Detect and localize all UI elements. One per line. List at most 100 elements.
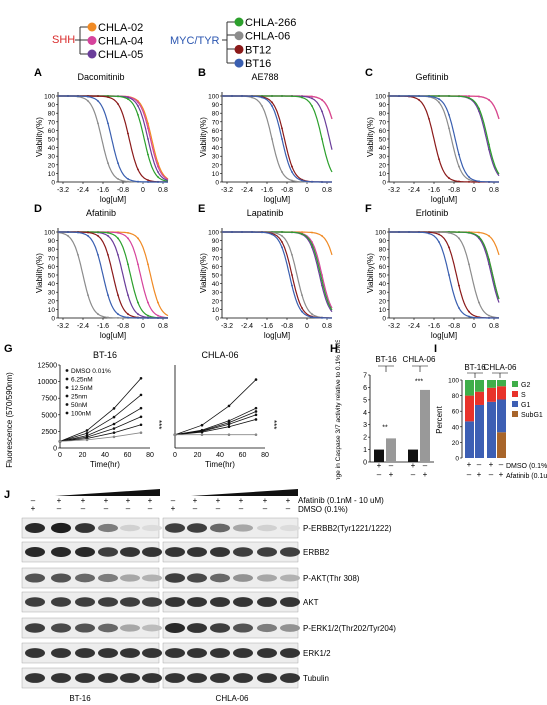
dose-point: [137, 180, 139, 183]
dose-point: [147, 263, 149, 266]
blot-band: [165, 623, 185, 633]
x-tick-label: 0.8: [489, 323, 499, 330]
y-tick-label: 7: [363, 373, 367, 380]
dmso-sign: –: [126, 504, 131, 513]
x-tick-label: 20: [79, 452, 87, 459]
dose-point: [231, 231, 233, 233]
blot-label: ERBB2: [303, 548, 330, 557]
dmso-sign: +: [411, 461, 416, 470]
y-tick-label: 50: [379, 273, 387, 280]
dose-point: [127, 132, 129, 135]
blot-band: [142, 624, 162, 632]
blot-band: [98, 547, 118, 557]
blot-band: [120, 648, 140, 658]
y-tick-label: 30: [48, 290, 56, 297]
x-tick-label: 80: [146, 452, 154, 459]
x-axis-label: Time(hr): [205, 460, 235, 469]
dose-point: [468, 95, 470, 97]
y-tick-label: 20: [48, 162, 56, 169]
plot-title: BT-16: [93, 350, 117, 360]
dose-point: [321, 181, 323, 183]
dose-point: [117, 95, 119, 98]
dose-point: [468, 178, 470, 181]
afatinib-sign: –: [489, 470, 494, 479]
legend-entry: BT16: [245, 58, 271, 70]
dose-curve-bt16: [222, 231, 332, 319]
dose-curve-bt16: [389, 95, 499, 183]
cell-cycle-segment: [497, 380, 506, 387]
y-tick-label: 80: [212, 111, 220, 118]
x-axis-label: log[uM]: [431, 331, 457, 340]
blot-band: [51, 648, 71, 658]
legend-entry: G2: [521, 382, 530, 389]
blot-band: [165, 648, 185, 658]
y-tick-label: 0: [51, 180, 55, 187]
y-tick-label: 40: [379, 281, 387, 288]
y-tick-label: 20: [212, 162, 220, 169]
dose-point: [311, 97, 313, 100]
legend-marker: [87, 36, 97, 45]
dose-point: [468, 231, 470, 234]
dose-point: [478, 231, 480, 234]
x-axis-label: log[uM]: [100, 331, 126, 340]
afatinib-sign: +: [57, 496, 62, 505]
blot-band: [233, 648, 253, 658]
dose-point: [398, 231, 400, 233]
x-tick-label: 0: [141, 187, 145, 194]
blot-band: [120, 673, 140, 683]
y-tick-label: 0: [382, 316, 386, 323]
fluorescence-series: [59, 424, 142, 442]
y-tick-label: 20: [48, 298, 56, 305]
dose-point: [137, 263, 139, 266]
x-tick-label: -3.2: [221, 187, 233, 194]
dose-curve-chla-06: [222, 231, 332, 319]
y-tick-label: 70: [212, 255, 220, 262]
dose-point: [438, 101, 440, 104]
dose-point: [117, 294, 119, 296]
blot-band: [165, 547, 185, 557]
blot-band: [233, 623, 253, 633]
panel-letter: J: [4, 489, 10, 501]
dose-point: [117, 254, 119, 256]
blot-band: [120, 597, 140, 607]
dose-point: [137, 105, 139, 107]
blot-band: [142, 524, 162, 532]
afatinib-sign: +: [423, 470, 428, 479]
blot-band: [257, 574, 277, 582]
blot-band: [75, 623, 95, 633]
dose-point: [117, 231, 119, 234]
dose-point: [147, 301, 149, 304]
dose-point: [468, 176, 470, 178]
x-tick-label: 0.8: [322, 323, 332, 330]
y-tick-label: 80: [452, 393, 460, 400]
x-tick-label: 0: [305, 323, 309, 330]
blot-band: [75, 597, 95, 607]
dose-point: [438, 98, 440, 100]
dose-point: [448, 177, 450, 179]
dose-point: [448, 114, 450, 116]
y-axis-label: Fluorescence (570/590nm): [5, 372, 14, 468]
dose-point: [107, 294, 109, 296]
x-tick-label: 60: [239, 452, 247, 459]
dose-point: [398, 95, 400, 97]
y-tick-label: 80: [379, 247, 387, 254]
dose-point: [321, 110, 323, 113]
legend-marker: [234, 58, 244, 68]
dose-point: [77, 95, 79, 97]
y-axis-label: Viability(%): [366, 117, 375, 157]
y-tick-label: 70: [48, 119, 56, 126]
x-tick-label: -3.2: [221, 323, 233, 330]
dose-point: [127, 237, 129, 240]
dose-point: [97, 313, 99, 315]
blot-band: [187, 623, 207, 633]
group-label: BT-16: [375, 355, 397, 364]
dose-point: [408, 95, 410, 97]
fluorescence-series: [59, 432, 142, 442]
dose-point: [97, 122, 99, 125]
y-tick-label: 10000: [38, 379, 58, 386]
dose-point: [321, 279, 323, 282]
dose-point: [488, 148, 490, 151]
x-tick-label: 0.8: [158, 323, 168, 330]
y-tick-label: 90: [212, 238, 220, 245]
blot-band: [51, 547, 71, 557]
